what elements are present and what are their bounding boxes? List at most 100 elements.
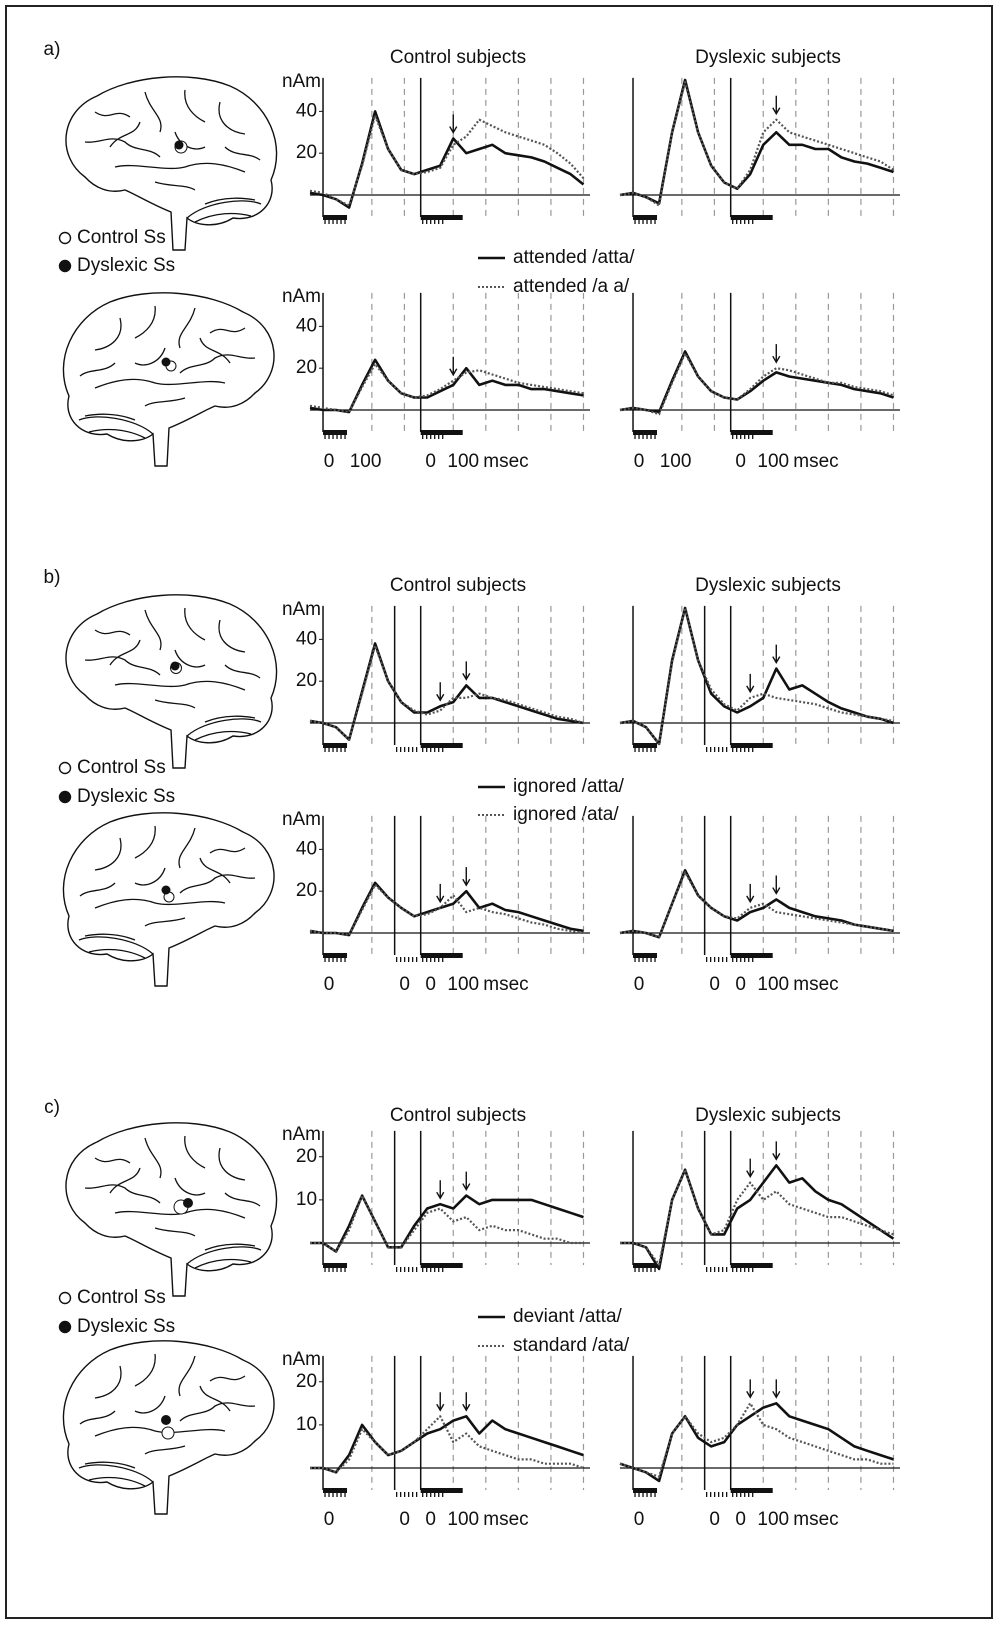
frame bbox=[5, 5, 993, 1619]
latency-arrow bbox=[772, 344, 781, 364]
legend-marker bbox=[58, 231, 72, 245]
legend-label: attended /a a/ bbox=[513, 276, 630, 297]
waveform bbox=[309, 881, 584, 937]
x-unit: msec bbox=[793, 451, 838, 472]
y-tick-label: 10 bbox=[296, 1414, 317, 1435]
stimulus-bar bbox=[730, 953, 773, 958]
x-tick-label: 100 bbox=[757, 1509, 789, 1530]
waveform bbox=[309, 362, 584, 414]
column-title: Dyslexic subjects bbox=[695, 47, 841, 68]
stimulus-bar bbox=[420, 1263, 463, 1268]
legend-marker bbox=[58, 1320, 72, 1334]
latency-arrow bbox=[746, 1379, 755, 1399]
column-title: Control subjects bbox=[390, 575, 526, 596]
x-tick-label: 0 bbox=[735, 974, 746, 995]
source-dot bbox=[170, 661, 180, 671]
y-tick-label: 20 bbox=[296, 880, 317, 901]
stimulus-bar bbox=[730, 215, 773, 220]
latency-arrow bbox=[462, 661, 471, 681]
x-tick-label: 0 bbox=[634, 451, 645, 472]
x-tick-label: 0 bbox=[709, 1509, 720, 1530]
waveform bbox=[310, 1415, 584, 1474]
waveform bbox=[619, 869, 894, 939]
stimulus-bar bbox=[420, 953, 463, 958]
section-label: a) bbox=[44, 39, 61, 60]
latency-arrow bbox=[746, 673, 755, 694]
y-unit: nAm bbox=[282, 1349, 321, 1370]
stimulus-bar bbox=[323, 743, 348, 748]
waveform bbox=[619, 1402, 894, 1478]
x-tick-label: 0 bbox=[425, 451, 436, 472]
column-title: Dyslexic subjects bbox=[695, 575, 841, 596]
x-unit: msec bbox=[793, 1509, 838, 1530]
x-tick-label: 0 bbox=[399, 974, 410, 995]
x-unit: msec bbox=[793, 974, 838, 995]
stimulus-bar bbox=[730, 743, 773, 748]
y-tick-label: 40 bbox=[296, 315, 317, 336]
waveform bbox=[619, 606, 894, 746]
section-label: b) bbox=[44, 567, 61, 588]
x-tick-label: 0 bbox=[634, 974, 645, 995]
stimulus-bar bbox=[420, 1488, 463, 1493]
column-title: Control subjects bbox=[390, 1105, 526, 1126]
latency-arrow bbox=[772, 875, 781, 895]
stimulus-bar bbox=[323, 215, 348, 220]
waveform bbox=[619, 78, 894, 205]
brain-legend-label: Dyslexic Ss bbox=[77, 255, 175, 276]
source-dot bbox=[161, 1415, 171, 1425]
latency-arrow bbox=[746, 1158, 755, 1179]
stimulus-bar bbox=[420, 743, 463, 748]
legend-marker bbox=[58, 1291, 72, 1305]
brain-image bbox=[65, 1122, 278, 1297]
brain-image bbox=[62, 292, 275, 467]
stimulus-bar bbox=[633, 743, 658, 748]
stimulus-bar bbox=[420, 215, 463, 220]
x-tick-label: 0 bbox=[735, 1509, 746, 1530]
x-tick-label: 100 bbox=[447, 1509, 479, 1530]
legend-label: ignored /ata/ bbox=[513, 804, 619, 825]
waveform bbox=[309, 358, 584, 414]
latency-arrow bbox=[436, 682, 445, 702]
stimulus-bar bbox=[633, 1263, 658, 1268]
legend-label: attended /atta/ bbox=[513, 247, 635, 268]
source-dot bbox=[174, 140, 184, 150]
waveform bbox=[309, 642, 584, 741]
stimulus-bar bbox=[323, 430, 348, 435]
x-unit: msec bbox=[483, 1509, 528, 1530]
waveform bbox=[619, 606, 894, 745]
latency-arrow bbox=[462, 1171, 471, 1191]
waveform bbox=[619, 352, 894, 416]
legend-label: deviant /atta/ bbox=[513, 1306, 623, 1327]
latency-arrow bbox=[462, 1392, 471, 1412]
source-dot bbox=[183, 1198, 193, 1208]
stimulus-bar bbox=[730, 1263, 773, 1268]
stimulus-bar bbox=[633, 215, 658, 220]
waveform bbox=[310, 1415, 584, 1474]
stimulus-bar bbox=[730, 1488, 773, 1493]
waveform bbox=[310, 1194, 584, 1253]
x-tick-label: 100 bbox=[350, 451, 382, 472]
y-unit: nAm bbox=[282, 71, 321, 92]
x-tick-label: 0 bbox=[324, 1509, 335, 1530]
y-unit: nAm bbox=[282, 599, 321, 620]
stimulus-bar bbox=[633, 1488, 658, 1493]
source-dot bbox=[161, 885, 171, 895]
waveform bbox=[309, 883, 584, 937]
y-unit: nAm bbox=[282, 1124, 321, 1145]
source-dot bbox=[161, 357, 171, 367]
y-tick-label: 20 bbox=[296, 142, 317, 163]
latency-arrow bbox=[436, 1392, 445, 1412]
y-tick-label: 40 bbox=[296, 838, 317, 859]
source-dot bbox=[161, 1426, 175, 1440]
waveform bbox=[619, 871, 894, 939]
column-title: Dyslexic subjects bbox=[695, 1105, 841, 1126]
latency-arrow bbox=[772, 644, 781, 665]
latency-arrow bbox=[436, 1180, 445, 1200]
stimulus-bar bbox=[323, 953, 348, 958]
x-tick-label: 100 bbox=[660, 451, 692, 472]
x-tick-label: 0 bbox=[735, 451, 746, 472]
legend-label: ignored /atta/ bbox=[513, 776, 625, 797]
latency-arrow bbox=[449, 114, 458, 134]
brain-image bbox=[65, 76, 278, 251]
x-tick-label: 100 bbox=[447, 974, 479, 995]
